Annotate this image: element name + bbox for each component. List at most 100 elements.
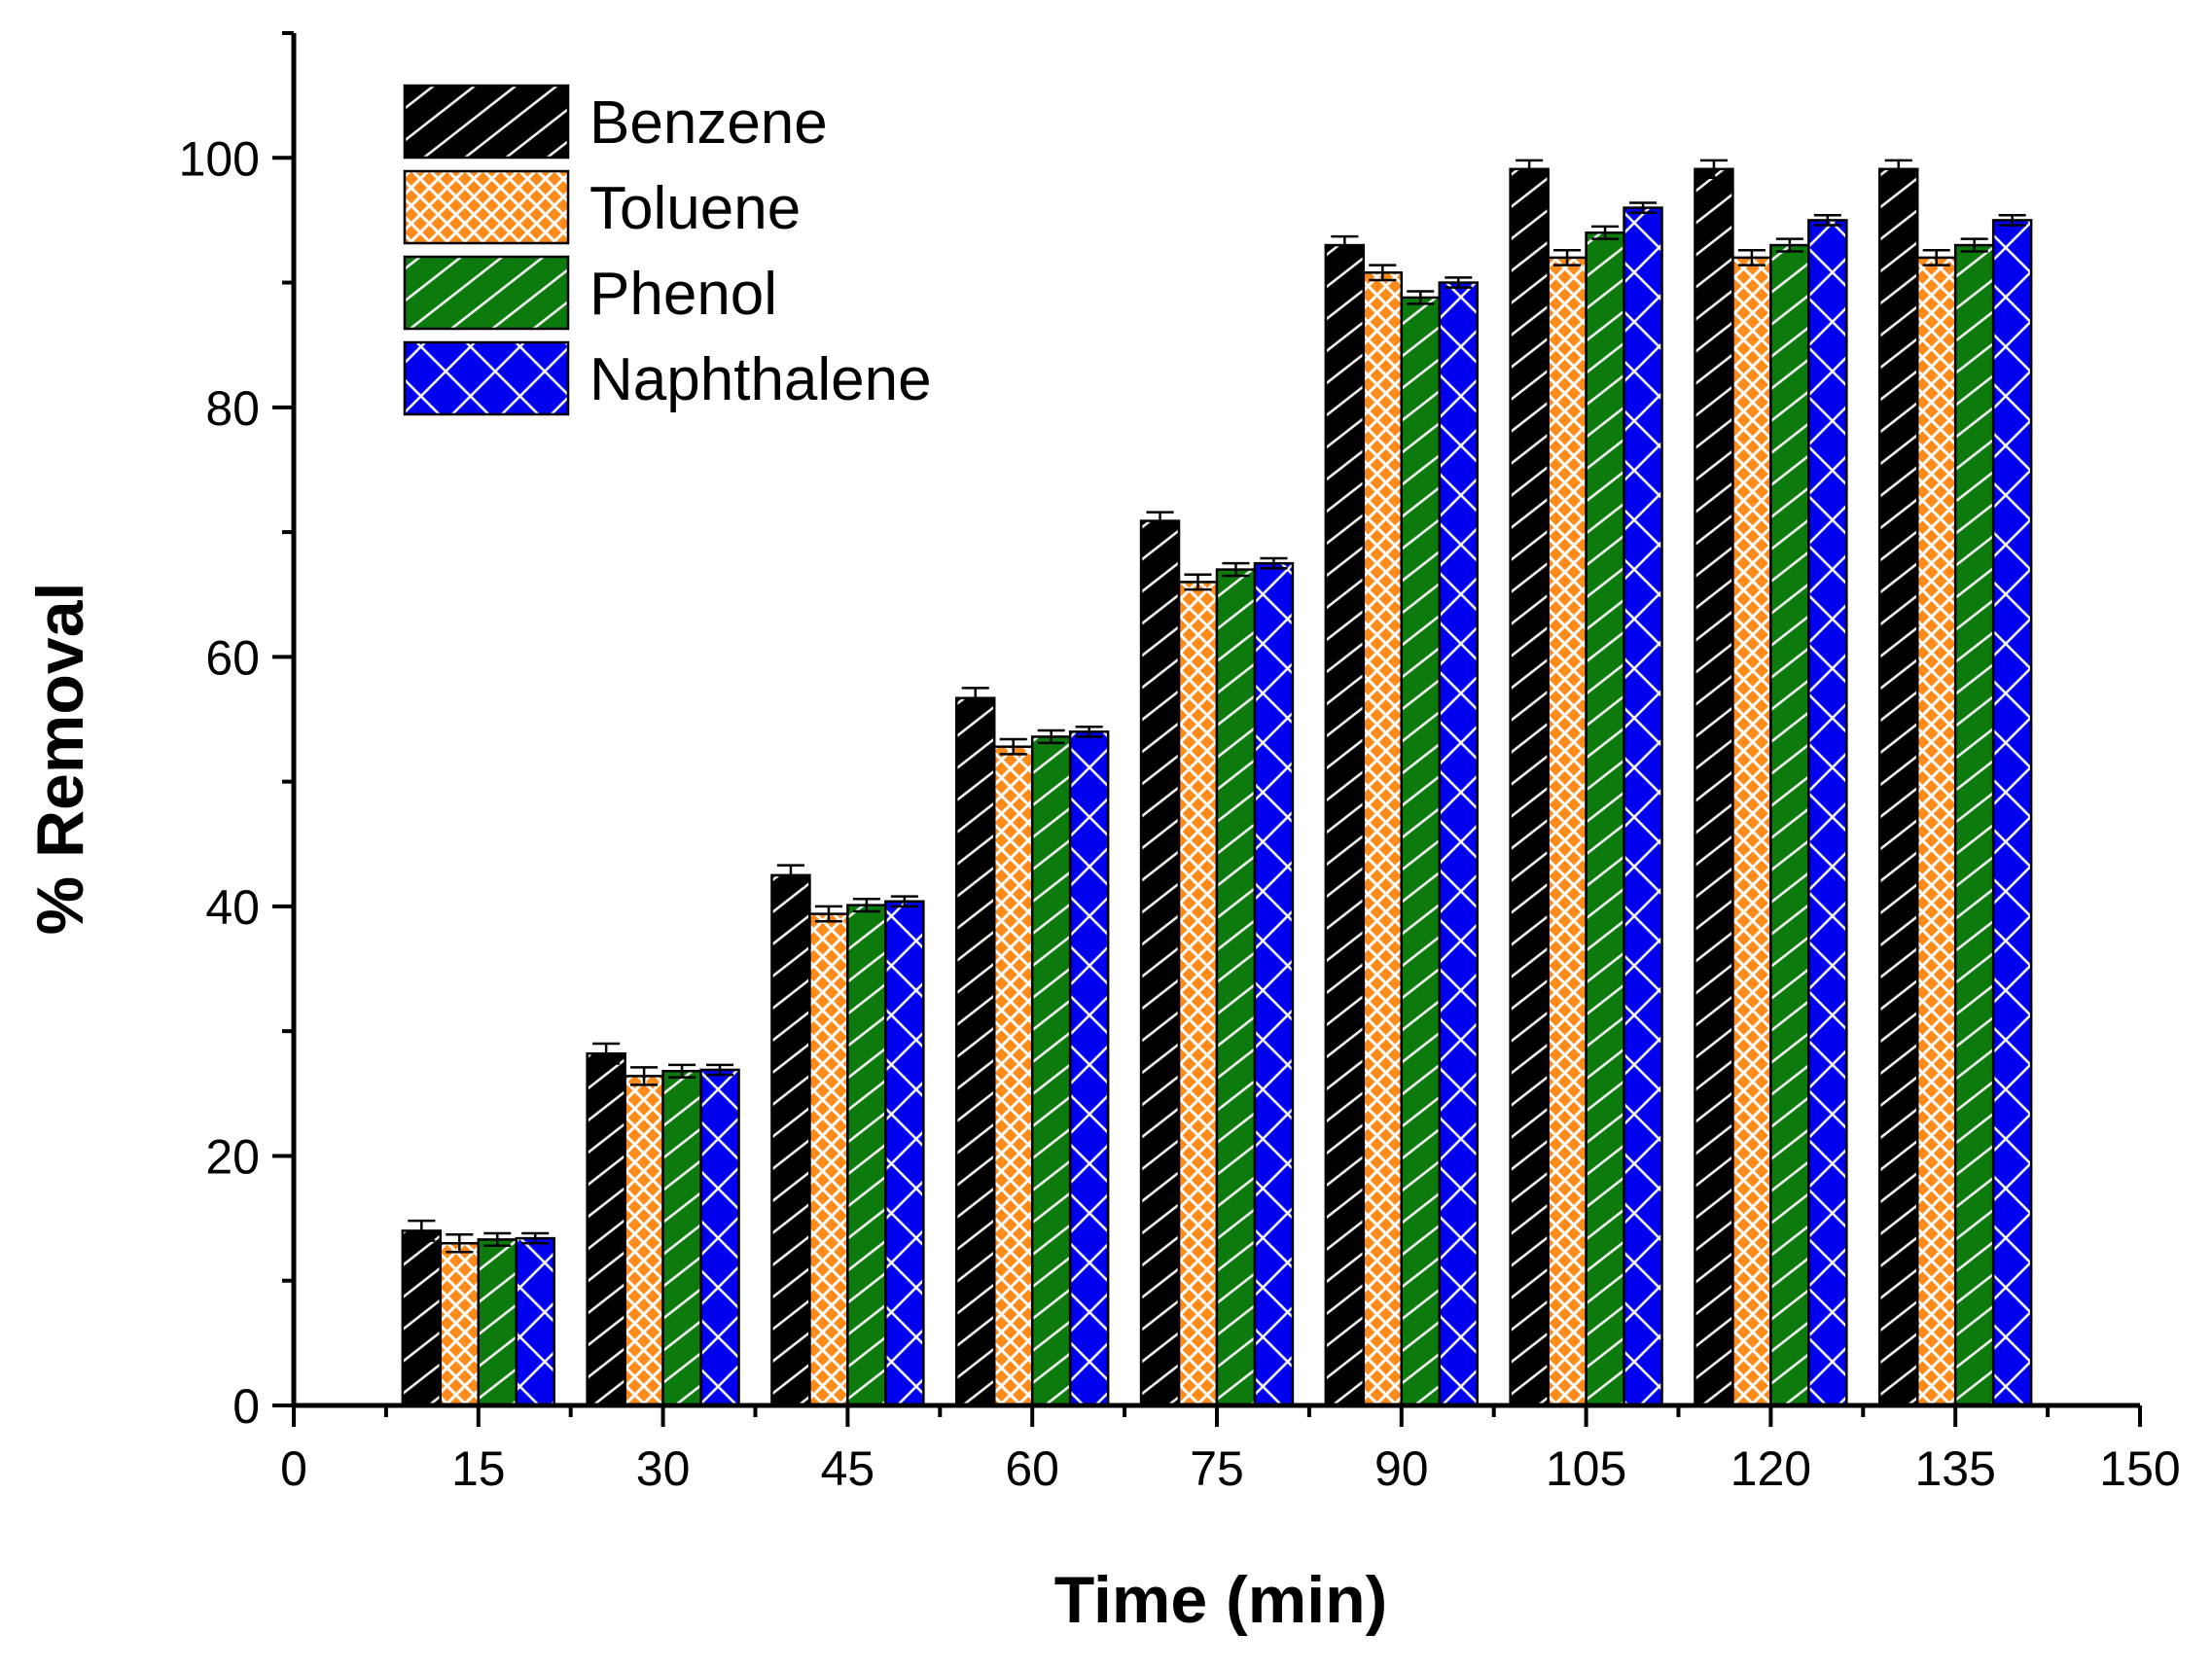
bar-toluene-30 — [624, 1076, 663, 1405]
error-bar-toluene-135 — [1922, 248, 1950, 266]
error-bar-naphthalene-75 — [1260, 556, 1288, 570]
error-bar-phenol-45 — [852, 897, 880, 913]
bar-toluene-60 — [994, 746, 1033, 1405]
x-tick-label-90: 90 — [1374, 1441, 1429, 1496]
bars-group — [401, 167, 2033, 1407]
y-tick-label-60: 60 — [205, 630, 260, 685]
error-bar-toluene-105 — [1553, 248, 1582, 266]
x-tick-label-30: 30 — [636, 1441, 691, 1496]
legend-label-benzene: Benzene — [589, 89, 828, 157]
bar-hatch-benzene-30 — [587, 1053, 625, 1405]
legend-swatch-naphthalene — [405, 342, 568, 414]
bar-hatch-phenol-120 — [1770, 245, 1809, 1406]
legend-label-toluene: Toluene — [589, 175, 801, 242]
y-tick-label-20: 20 — [205, 1129, 260, 1184]
error-bar-benzene-135 — [1884, 159, 1912, 180]
bar-toluene-75 — [1179, 582, 1217, 1405]
error-bar-benzene-60 — [961, 687, 989, 710]
ticks-group: 0 15 30 45 60 75 90 105 120 135 150 0 20 40 60 80 100 — [179, 31, 2181, 1496]
bar-hatch-phenol-90 — [1401, 297, 1440, 1405]
x-tick-label-105: 105 — [1546, 1441, 1626, 1496]
bar-hatch-benzene-120 — [1695, 168, 1733, 1406]
bar-naphthalene-90 — [1439, 282, 1478, 1406]
bar-hatch-phenol-105 — [1586, 232, 1624, 1406]
error-bar-toluene-30 — [630, 1066, 659, 1086]
legend: Benzene Toluene Phenol Naphthalene — [403, 84, 932, 416]
legend-swatch-hatch-phenol — [405, 257, 568, 329]
error-bar-naphthalene-120 — [1813, 214, 1841, 227]
bar-hatch-benzene-90 — [1325, 245, 1364, 1406]
bar-naphthalene-135 — [1993, 220, 2032, 1406]
bar-toluene-135 — [1917, 257, 1956, 1406]
legend-swatch-hatch-benzene — [405, 86, 568, 158]
error-bar-benzene-90 — [1331, 234, 1359, 256]
legend-swatch-outline-benzene — [403, 84, 570, 160]
y-axis-title: % Removal — [23, 583, 97, 936]
bar-toluene-15 — [440, 1243, 479, 1405]
x-tick-label-135: 135 — [1914, 1441, 1995, 1496]
error-bar-naphthalene-45 — [890, 895, 918, 908]
x-tick-label-45: 45 — [821, 1441, 875, 1496]
error-bar-toluene-60 — [999, 737, 1027, 756]
bar-hatch-phenol-45 — [847, 905, 886, 1405]
bar-hatch-benzene-60 — [956, 697, 995, 1405]
x-tick-label-60: 60 — [1005, 1441, 1059, 1496]
error-bar-benzene-75 — [1146, 511, 1174, 531]
error-bar-toluene-15 — [446, 1233, 474, 1254]
x-axis-title: Time (min) — [1054, 1563, 1388, 1637]
error-bar-phenol-135 — [1960, 237, 1988, 253]
legend-swatch-outline-toluene — [403, 169, 570, 245]
y-tick-label-40: 40 — [205, 880, 260, 935]
x-tick-label-15: 15 — [451, 1441, 506, 1496]
legend-swatch-outline-naphthalene — [403, 340, 570, 416]
error-bar-benzene-15 — [408, 1219, 436, 1242]
error-bar-naphthalene-15 — [521, 1231, 550, 1245]
bar-naphthalene-15 — [516, 1238, 554, 1405]
bar-hatch-phenol-135 — [1955, 245, 1994, 1406]
bar-toluene-90 — [1363, 272, 1402, 1405]
error-bar-benzene-30 — [592, 1042, 621, 1065]
legend-swatch-outline-phenol — [403, 255, 570, 331]
error-bar-toluene-45 — [814, 905, 842, 923]
error-bar-benzene-45 — [776, 864, 804, 887]
x-tick-label-150: 150 — [2099, 1441, 2180, 1496]
x-tick-label-120: 120 — [1730, 1441, 1811, 1496]
error-bar-toluene-120 — [1737, 248, 1766, 266]
bar-hatch-phenol-15 — [478, 1239, 517, 1405]
error-bar-naphthalene-60 — [1075, 725, 1103, 738]
y-tick-label-80: 80 — [205, 381, 260, 436]
error-bar-phenol-30 — [668, 1063, 696, 1079]
bar-hatch-benzene-135 — [1879, 168, 1918, 1406]
bar-toluene-120 — [1732, 257, 1771, 1406]
bar-hatch-benzene-45 — [771, 874, 810, 1405]
error-bar-naphthalene-30 — [706, 1063, 734, 1077]
error-bar-naphthalene-135 — [1998, 214, 2026, 227]
error-bar-phenol-120 — [1775, 237, 1803, 253]
y-tick-label-100: 100 — [179, 131, 260, 186]
bar-hatch-benzene-15 — [402, 1230, 441, 1405]
bar-hatch-phenol-60 — [1032, 736, 1071, 1405]
y-tick-label-0: 0 — [232, 1379, 260, 1434]
error-bar-toluene-90 — [1369, 264, 1397, 282]
error-bar-phenol-90 — [1407, 290, 1435, 305]
bar-naphthalene-45 — [885, 901, 924, 1405]
error-bar-phenol-105 — [1591, 225, 1620, 240]
bar-hatch-phenol-75 — [1217, 569, 1255, 1405]
bar-naphthalene-60 — [1070, 731, 1109, 1405]
error-bar-naphthalene-90 — [1445, 276, 1473, 289]
bar-naphthalene-30 — [700, 1069, 739, 1405]
bar-hatch-benzene-75 — [1141, 520, 1180, 1405]
x-tick-label-0: 0 — [280, 1441, 307, 1496]
bar-hatch-phenol-30 — [662, 1071, 701, 1405]
error-bar-phenol-75 — [1222, 561, 1250, 578]
bar-toluene-105 — [1548, 257, 1587, 1406]
legend-label-naphthalene: Naphthalene — [589, 346, 932, 413]
error-bar-phenol-15 — [483, 1231, 512, 1248]
bar-hatch-benzene-105 — [1510, 168, 1549, 1406]
error-bars-group — [408, 159, 2026, 1254]
legend-swatch-toluene — [405, 171, 568, 243]
legend-label-phenol: Phenol — [589, 261, 777, 328]
error-bar-phenol-60 — [1037, 728, 1065, 745]
x-tick-label-75: 75 — [1190, 1441, 1244, 1496]
